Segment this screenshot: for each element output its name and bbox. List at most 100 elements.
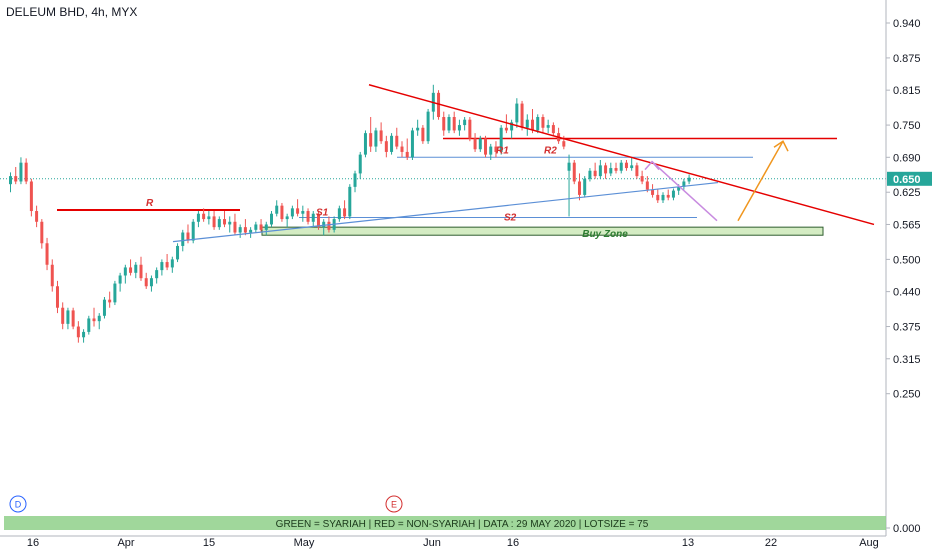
candle-body [92, 318, 96, 322]
candle-body [71, 310, 75, 327]
candle-body [384, 141, 388, 152]
candle-body [290, 208, 294, 217]
x-tick-label: Aug [859, 537, 879, 549]
candle [489, 143, 493, 160]
candle-body [176, 245, 180, 260]
candle [249, 227, 253, 238]
candle [384, 135, 388, 158]
candle [374, 127, 378, 152]
x-tick-label: Apr [117, 537, 134, 549]
candle [410, 127, 414, 160]
dividend-badge-label: D [15, 500, 22, 510]
candle-body [285, 216, 289, 220]
price-axis-bg [886, 0, 932, 550]
candle [395, 127, 399, 150]
candle [228, 216, 232, 233]
candle [499, 125, 503, 155]
candle-body [369, 133, 373, 147]
candle [45, 237, 49, 271]
candle-body [275, 205, 279, 214]
candle [400, 141, 404, 158]
candle [108, 291, 112, 308]
candle-body [489, 146, 493, 155]
candle [583, 176, 587, 198]
footer-banner-bg [4, 516, 886, 530]
candle [421, 125, 425, 144]
candle [671, 188, 675, 201]
candle-body [327, 221, 331, 230]
candle [541, 114, 545, 134]
candle-body [82, 331, 86, 338]
orange-arrow-head [773, 140, 789, 152]
candle [170, 256, 174, 273]
candle [113, 280, 117, 306]
earnings-badge[interactable] [385, 495, 403, 513]
candle-body [165, 262, 169, 268]
x-tick-label: Jun [423, 537, 441, 549]
candle [118, 272, 122, 292]
buy-zone: Buy Zone [261, 226, 824, 240]
x-tick-label: 13 [682, 537, 694, 549]
candle [233, 213, 237, 236]
candle-body [390, 135, 394, 152]
candle-body [348, 186, 352, 217]
candle [416, 119, 420, 136]
y-tick-label: 0.815 [893, 85, 921, 97]
candle-body [682, 181, 686, 187]
candle [426, 108, 430, 144]
y-tick-label: 0.375 [893, 322, 921, 334]
candle-body [207, 216, 211, 220]
candle [254, 221, 258, 233]
candle [353, 170, 357, 193]
candle [598, 159, 602, 179]
price-axis[interactable]: 0.940 0.875 0.815 0.750 0.690 0.625 0.565 0.500… [885, 0, 932, 550]
candle-body [541, 117, 545, 128]
candle-body [437, 92, 441, 118]
candle [316, 211, 320, 230]
candle-body [671, 190, 675, 198]
candle [76, 321, 80, 343]
candle-body [504, 127, 508, 131]
orange-up-arrow [737, 140, 784, 222]
candle [40, 219, 44, 249]
candle [510, 119, 514, 139]
time-axis[interactable]: 16 Apr 15 May Jun 16 13 22 Aug [0, 535, 886, 549]
candle [207, 211, 211, 225]
candle [82, 329, 86, 343]
candle [134, 262, 138, 279]
candles [9, 84, 691, 343]
candle [296, 199, 300, 217]
y-tick-label: 0.440 [893, 287, 921, 299]
candle [144, 272, 148, 289]
candle-body [656, 194, 660, 201]
candle-body [40, 221, 44, 244]
candle-body [113, 283, 117, 303]
candle-body [259, 224, 263, 230]
candle-body [301, 211, 305, 214]
candle [306, 208, 310, 225]
candle [546, 119, 550, 134]
candle-body [358, 154, 362, 174]
candle [390, 133, 394, 155]
dividend-badge[interactable] [9, 495, 27, 513]
candle [223, 211, 227, 228]
candle-body [640, 176, 644, 182]
candle-body [254, 224, 258, 230]
candle [687, 174, 691, 185]
candle-body [416, 127, 420, 131]
level-label-s1: S1 [316, 207, 329, 218]
x-tick-label: 16 [27, 537, 39, 549]
candle [682, 178, 686, 190]
candle [624, 159, 628, 171]
y-tick-label: 0.625 [893, 187, 921, 199]
candle-body [243, 227, 247, 233]
candle [270, 211, 273, 228]
earnings-badge-label: E [391, 500, 397, 510]
candle [447, 114, 451, 134]
candle [9, 172, 12, 193]
levels [0, 137, 886, 218]
candle-body [108, 299, 112, 303]
candle [217, 216, 221, 230]
candle-body [463, 119, 467, 126]
